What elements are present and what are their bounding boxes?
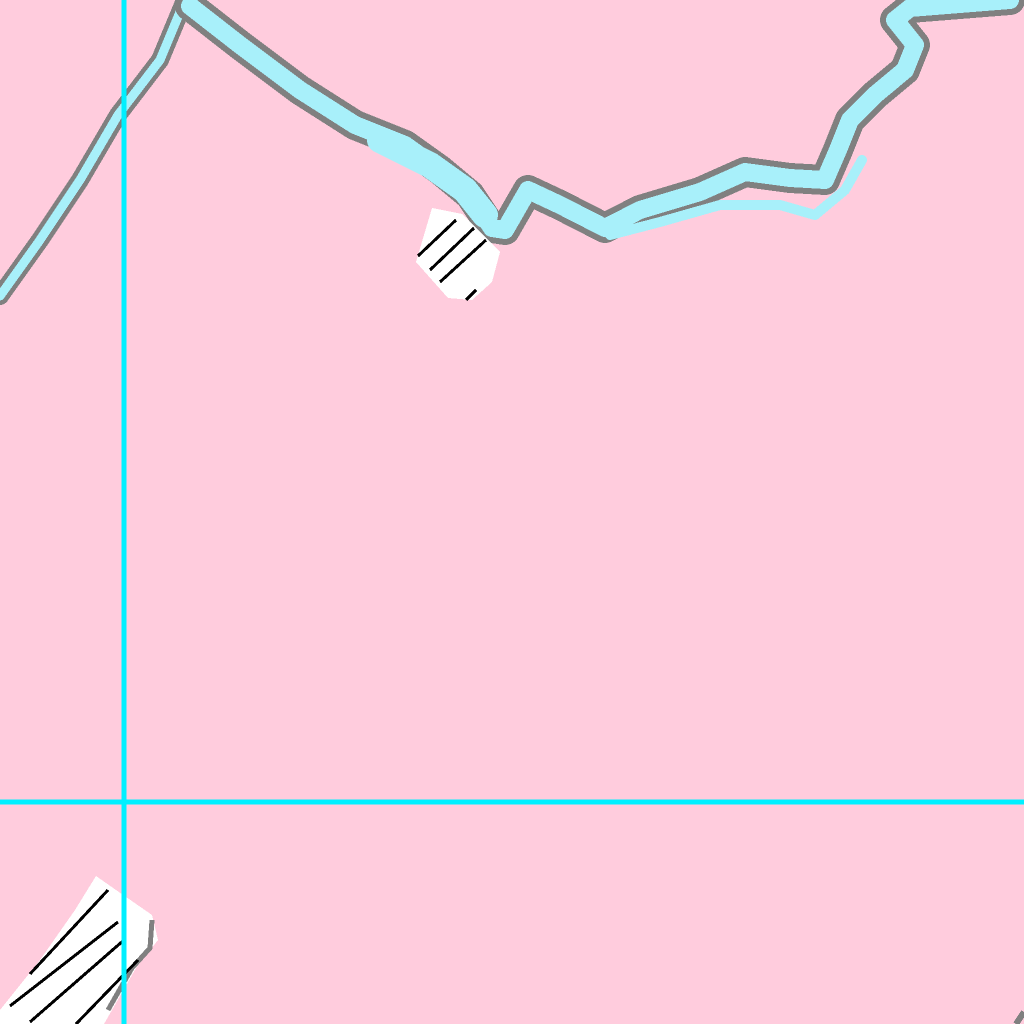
river-water-left-channel [0, 0, 190, 301]
river-channel [0, 0, 1024, 305]
marsh-fill-upper [416, 208, 500, 300]
marsh-patch-lower [0, 876, 158, 1024]
bank-fragment [1013, 1010, 1024, 1024]
marsh-hatch-lower [9, 888, 140, 1024]
river-water-pool [367, 127, 498, 228]
river-water-lower-branch [605, 155, 867, 240]
marsh-edge-lower [105, 919, 155, 1012]
marsh-hatch-upper [416, 218, 488, 302]
marsh-patch-upper [416, 208, 500, 302]
